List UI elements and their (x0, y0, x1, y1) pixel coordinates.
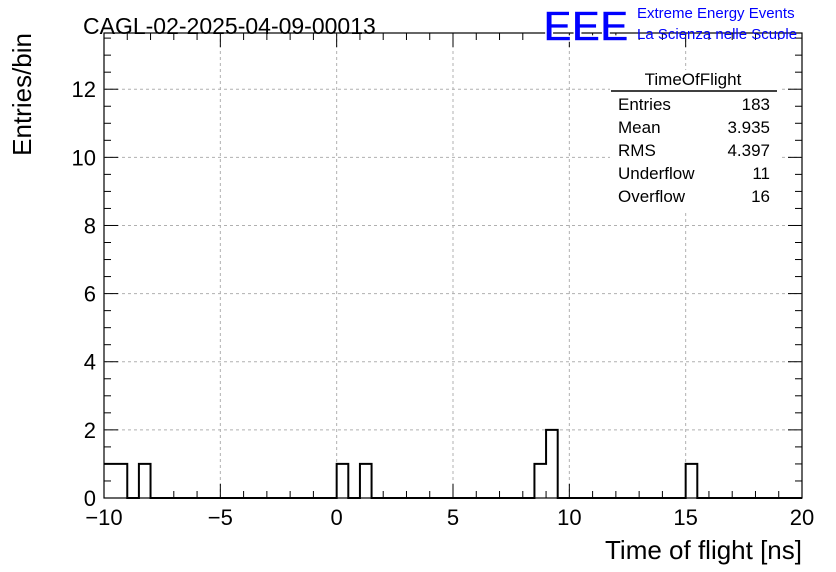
x-tick-label: 15 (673, 505, 697, 530)
y-tick-label: 6 (84, 282, 96, 307)
stats-value: 4.397 (727, 141, 770, 160)
stats-label: Underflow (618, 164, 695, 183)
eee-logo: EEE (543, 2, 628, 51)
stats-value: 16 (751, 187, 770, 206)
y-tick-label: 10 (72, 145, 96, 170)
y-tick-label: 4 (84, 350, 96, 375)
y-tick-label: 2 (84, 418, 96, 443)
stats-label: Mean (618, 118, 661, 137)
tick-labels: −10 −5 0 5 10 15 20 0 2 4 6 8 10 12 (72, 77, 815, 530)
histogram-line (104, 428, 802, 499)
stats-box-rows: Entries 183 Mean 3.935 RMS 4.397 Underflow 11 Ov… (618, 95, 770, 206)
x-tick-label: 0 (331, 505, 343, 530)
run-title: CAGL-02-2025-04-09-00013 (83, 13, 376, 39)
stats-value: 3.935 (727, 118, 770, 137)
y-tick-label: 0 (84, 486, 96, 511)
stats-label: Entries (618, 95, 671, 114)
stats-box-background (610, 70, 780, 210)
x-tick-label: −10 (85, 505, 122, 530)
stats-box: TimeOfFlight Entries 183 Mean 3.935 RMS 4.397… (610, 70, 780, 210)
y-tick-label: 8 (84, 213, 96, 238)
x-axis-title: Time of flight [ns] (605, 535, 802, 565)
grid-lines (104, 33, 802, 498)
logo-line-1: Extreme Energy Events (637, 5, 795, 22)
logo-line-2: La Scienza nelle Scuole (637, 26, 797, 43)
stats-value: 183 (742, 95, 770, 114)
x-tick-label: −5 (208, 505, 233, 530)
x-tick-label: 20 (790, 505, 814, 530)
y-axis-title: Entries/bin (7, 33, 37, 156)
stats-label: Overflow (618, 187, 686, 206)
y-tick-label: 12 (72, 77, 96, 102)
x-tick-label: 10 (557, 505, 581, 530)
stats-box-title: TimeOfFlight (645, 70, 742, 89)
stats-label: RMS (618, 141, 656, 160)
axis-ticks (103, 33, 803, 499)
x-tick-label: 5 (447, 505, 459, 530)
stats-value: 11 (752, 164, 770, 183)
